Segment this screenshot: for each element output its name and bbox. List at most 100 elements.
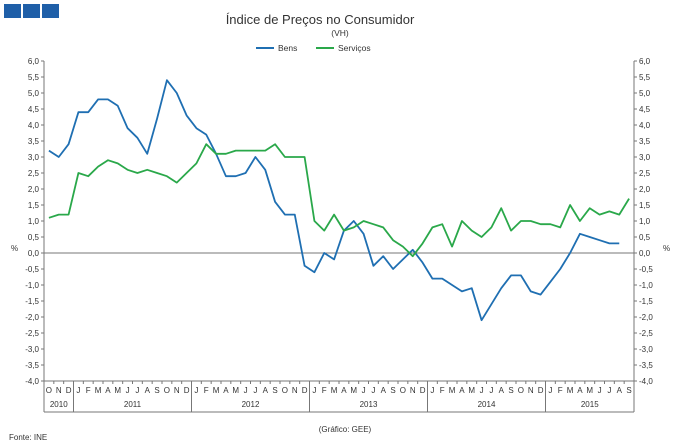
month-label: O [400, 386, 406, 395]
series-line-bens [48, 79, 620, 322]
month-label: N [174, 386, 180, 395]
year-label: 2013 [360, 400, 378, 409]
month-label: S [626, 386, 631, 395]
legend: Bens Serviços [256, 43, 371, 53]
month-label: M [449, 386, 456, 395]
y-tick-label-left: 5,0 [28, 89, 40, 98]
month-label: M [567, 386, 574, 395]
month-label: A [105, 386, 111, 395]
month-label: S [508, 386, 513, 395]
month-label: N [410, 386, 416, 395]
y-tick-label-right: 3,0 [639, 153, 651, 162]
y-tick-label-right: 2,5 [639, 169, 651, 178]
y-ticks-left: 6,0 5,5 5,0 4,5 4,0 3,5 3,0 2,5 2,0 1,5 1,0 0,5 0,0 -… [25, 57, 44, 386]
month-label: J [244, 386, 248, 395]
y-tick-label-right: -3,5 [639, 361, 653, 370]
y-tick-label-right: 6,0 [639, 57, 651, 66]
y-tick-label-left: -4,0 [25, 377, 39, 386]
y-tick-label-left: -0,5 [25, 265, 39, 274]
y-tick-label-left: -3,5 [25, 361, 39, 370]
month-label: M [350, 386, 357, 395]
month-label: J [598, 386, 602, 395]
y-tick-label-right: -2,5 [639, 329, 653, 338]
month-label: A [459, 386, 465, 395]
month-label: D [420, 386, 426, 395]
y-tick-label-right: -1,5 [639, 297, 653, 306]
month-label: J [362, 386, 366, 395]
month-label: J [312, 386, 316, 395]
month-label: J [480, 386, 484, 395]
y-tick-label-right: 3,5 [639, 137, 651, 146]
y-tick-label-right: -4,0 [639, 377, 653, 386]
month-label: F [204, 386, 209, 395]
y-tick-label-left: -2,5 [25, 329, 39, 338]
y-tick-label-right: -1,0 [639, 281, 653, 290]
month-label: A [223, 386, 229, 395]
month-label: J [126, 386, 130, 395]
month-label: D [66, 386, 72, 395]
series-lines [48, 79, 630, 322]
y-tick-label-left: 5,5 [28, 73, 40, 82]
month-label: F [86, 386, 91, 395]
y-tick-label-left: -1,5 [25, 297, 39, 306]
month-label: J [548, 386, 552, 395]
month-label: J [135, 386, 139, 395]
gee-logo-block-3 [42, 4, 59, 18]
y-tick-label-right: -2,0 [639, 313, 653, 322]
month-label: N [528, 386, 534, 395]
month-label: J [607, 386, 611, 395]
month-label: F [558, 386, 563, 395]
source-note: Fonte: INE [9, 433, 47, 442]
month-label: A [617, 386, 623, 395]
y-tick-label-right: 4,0 [639, 121, 651, 130]
legend-label-bens: Bens [278, 43, 297, 53]
legend-label-servicos: Serviços [338, 43, 371, 53]
y-tick-label-right: 5,0 [639, 89, 651, 98]
y-ticks-right: 6,0 5,5 5,0 4,5 4,0 3,5 3,0 2,5 2,0 1,5 1,0 0,5 0,0 -… [634, 57, 653, 386]
month-label: N [292, 386, 298, 395]
month-label: M [114, 386, 121, 395]
y-tick-label-left: -2,0 [25, 313, 39, 322]
y-tick-label-right: 5,5 [639, 73, 651, 82]
y-tick-label-left: 0,5 [28, 233, 40, 242]
month-label: A [577, 386, 583, 395]
year-label: 2010 [50, 400, 68, 409]
month-label: O [164, 386, 170, 395]
axes [43, 61, 635, 413]
chart-subtitle: (VH) [331, 28, 349, 38]
month-label: S [154, 386, 159, 395]
y-tick-label-right: 1,0 [639, 217, 651, 226]
y-tick-label-right: -0,5 [639, 265, 653, 274]
month-label: M [95, 386, 102, 395]
month-label: A [263, 386, 269, 395]
month-label: A [145, 386, 151, 395]
y-tick-label-left: -1,0 [25, 281, 39, 290]
y-tick-label-right: 0,0 [639, 249, 651, 258]
month-label: M [586, 386, 593, 395]
month-label: D [302, 386, 308, 395]
y-tick-label-left: 6,0 [28, 57, 40, 66]
month-label: A [499, 386, 505, 395]
month-label: M [468, 386, 475, 395]
series-line-servicos [48, 143, 630, 258]
year-label: 2011 [124, 400, 142, 409]
month-label: J [76, 386, 80, 395]
month-label: N [56, 386, 62, 395]
y-tick-label-left: 0,0 [28, 249, 40, 258]
y-tick-label-left: 4,5 [28, 105, 40, 114]
y-tick-label-left: 3,0 [28, 153, 40, 162]
y-tick-label-left: 1,5 [28, 201, 40, 210]
month-label: J [430, 386, 434, 395]
month-label: O [518, 386, 524, 395]
y-tick-label-right: 0,5 [639, 233, 651, 242]
month-label: J [194, 386, 198, 395]
month-label: J [253, 386, 257, 395]
month-label: O [282, 386, 288, 395]
month-label: S [272, 386, 277, 395]
y-tick-label-right: 4,5 [639, 105, 651, 114]
year-label: 2014 [478, 400, 496, 409]
y-tick-label-right: -3,0 [639, 345, 653, 354]
month-label: A [341, 386, 347, 395]
